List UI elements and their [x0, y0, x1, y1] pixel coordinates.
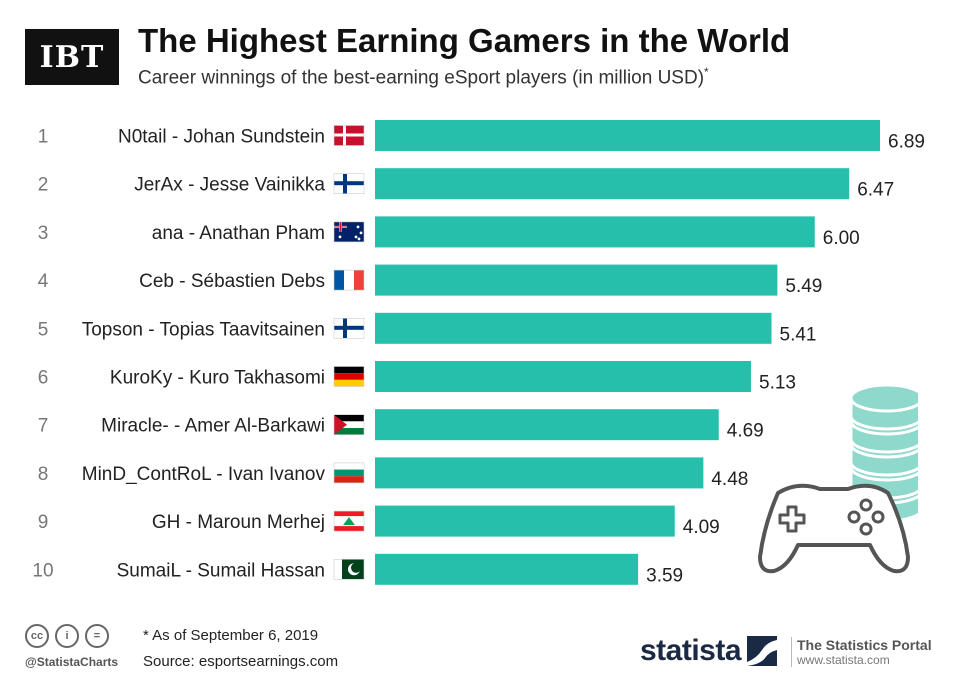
bar [375, 120, 880, 151]
player-label: JerAx - Jesse Vainikka [134, 175, 325, 196]
player-label: MinD_ContRoL - Ivan Ivanov [82, 464, 326, 485]
bar [375, 216, 815, 248]
bar [375, 409, 719, 441]
value-label: 5.41 [780, 324, 817, 345]
statista-logo: statista [640, 634, 778, 668]
portal-url: www.statista.com [797, 653, 890, 667]
rank-label: 3 [38, 223, 49, 244]
rank-label: 1 [38, 127, 49, 148]
value-label: 5.49 [785, 276, 822, 297]
flag-finland-icon [333, 173, 365, 194]
flag-denmark-icon [333, 125, 365, 146]
rank-label: 10 [32, 560, 53, 581]
bar [375, 168, 850, 200]
flag-pakistan-icon [333, 558, 365, 580]
flag-lebanon-icon [333, 510, 365, 532]
player-label: Topson - Topias Taavitsainen [82, 319, 325, 340]
source-line: Source: esportsearnings.com [143, 653, 339, 670]
flag-germany-icon [333, 366, 365, 387]
ibt-logo: IBT [25, 29, 119, 85]
footnote: * As of September 6, 2019 [143, 627, 319, 644]
value-label: 4.09 [683, 517, 720, 538]
coin-stack-icon [849, 385, 918, 523]
rank-label: 9 [38, 512, 49, 533]
chart-title: The Highest Earning Gamers in the World [138, 22, 791, 59]
subtitle-text: Career winnings of the best-earning eSpo… [138, 67, 705, 89]
statistics-portal: The Statistics Portal www.statista.com [791, 637, 932, 667]
bar [375, 264, 778, 296]
rank-label: 7 [38, 416, 49, 437]
bar [375, 553, 639, 585]
rank-label: 8 [38, 464, 49, 485]
player-label: KuroKy - Kuro Takhasomi [110, 368, 325, 389]
bar [375, 505, 675, 537]
player-label: N0tail - Johan Sundstein [118, 127, 325, 148]
portal-name: The Statistics Portal [797, 637, 932, 653]
gamepad-icon [758, 483, 910, 574]
value-label: 6.47 [857, 180, 894, 201]
player-label: ana - Anathan Pham [152, 223, 325, 244]
value-label: 4.48 [711, 469, 748, 490]
chart-subtitle: Career winnings of the best-earning eSpo… [138, 65, 709, 89]
rank-label: 6 [38, 368, 49, 389]
bar [375, 361, 752, 392]
player-label: Miracle- - Amer Al-Barkawi [101, 416, 325, 437]
value-label: 6.00 [823, 228, 860, 249]
flag-france-icon [333, 269, 365, 291]
bar [375, 457, 704, 489]
player-label: GH - Maroun Merhej [152, 512, 325, 533]
player-label: SumaiL - Sumail Hassan [117, 560, 325, 581]
license-icons: cc i = [25, 624, 109, 648]
attribution-icon: i [55, 624, 79, 648]
rank-label: 5 [38, 319, 49, 340]
twitter-handle: @StatistaCharts [25, 655, 119, 669]
subtitle-footnote-mark: * [704, 65, 709, 79]
value-label: 6.89 [888, 132, 925, 153]
value-label: 4.69 [727, 421, 764, 442]
brand-name: statista [640, 634, 742, 667]
gaming-illustration [758, 385, 918, 574]
flag-bulgaria-icon [333, 462, 365, 484]
player-label: Ceb - Sébastien Debs [139, 271, 325, 292]
creative-commons-icon: cc [25, 624, 49, 648]
rank-label: 2 [38, 175, 49, 196]
value-label: 5.13 [759, 373, 796, 394]
no-derivatives-icon: = [85, 624, 109, 648]
statista-mark-icon [747, 636, 778, 666]
rank-label: 4 [38, 271, 49, 292]
flag-australia-icon [333, 221, 365, 243]
bar [375, 312, 772, 344]
flag-jordan-icon [333, 414, 365, 436]
flag-finland-icon [333, 317, 365, 339]
value-label: 3.59 [646, 565, 683, 586]
